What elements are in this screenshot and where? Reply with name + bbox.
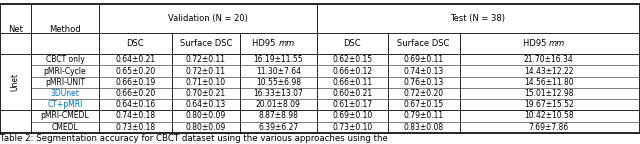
Text: Net: Net [8,25,23,34]
Text: 10.42±10.58: 10.42±10.58 [524,111,573,121]
Text: 16.33±13.07: 16.33±13.07 [253,89,303,98]
Text: pMRI-Cycle: pMRI-Cycle [44,67,86,76]
Text: 6.39±6.27: 6.39±6.27 [259,123,298,132]
Text: 0.64±0.21: 0.64±0.21 [115,55,156,64]
Text: 0.80±0.09: 0.80±0.09 [186,111,226,121]
Text: 15.01±12.98: 15.01±12.98 [524,89,573,98]
Text: Table 2: Segmentation accuracy for CBCT dataset using the various approaches usi: Table 2: Segmentation accuracy for CBCT … [0,134,388,143]
Text: HD95: HD95 [523,39,548,48]
Text: Validation (N = 20): Validation (N = 20) [168,14,248,23]
Text: 11.30±7.64: 11.30±7.64 [256,67,301,76]
Text: pMRI-CMEDL: pMRI-CMEDL [41,111,89,121]
Text: 0.65±0.20: 0.65±0.20 [115,67,156,76]
Text: 3DUnet: 3DUnet [51,89,79,98]
Text: 0.74±0.13: 0.74±0.13 [404,67,444,76]
Text: 0.70±0.21: 0.70±0.21 [186,89,226,98]
Text: 0.80±0.09: 0.80±0.09 [186,123,226,132]
Text: DSC: DSC [344,39,361,48]
Text: 0.66±0.12: 0.66±0.12 [332,67,372,76]
Text: 0.62±0.15: 0.62±0.15 [332,55,372,64]
Text: 0.64±0.16: 0.64±0.16 [115,100,156,109]
Text: 10.55±6.98: 10.55±6.98 [256,78,301,87]
Text: 20.01±8.09: 20.01±8.09 [256,100,301,109]
Text: 8.87±8.98: 8.87±8.98 [259,111,298,121]
Text: 21.70±16.34: 21.70±16.34 [524,55,573,64]
Text: 0.60±0.21: 0.60±0.21 [332,89,372,98]
Text: 0.67±0.15: 0.67±0.15 [404,100,444,109]
Text: 19.67±15.52: 19.67±15.52 [524,100,573,109]
Text: mm: mm [278,39,294,48]
Text: 0.69±0.10: 0.69±0.10 [332,111,372,121]
Text: 0.73±0.18: 0.73±0.18 [115,123,156,132]
Text: 0.66±0.20: 0.66±0.20 [115,89,156,98]
Text: 0.73±0.10: 0.73±0.10 [332,123,372,132]
Text: 0.83±0.08: 0.83±0.08 [404,123,444,132]
Text: pMRI-UNIT: pMRI-UNIT [45,78,85,87]
Text: Surface DSC: Surface DSC [397,39,450,48]
Text: DSC: DSC [127,39,144,48]
Text: 14.56±11.80: 14.56±11.80 [524,78,573,87]
Text: Method: Method [49,25,81,34]
Text: 0.66±0.19: 0.66±0.19 [115,78,156,87]
Text: 0.71±0.10: 0.71±0.10 [186,78,226,87]
Text: 0.72±0.20: 0.72±0.20 [404,89,444,98]
Text: 7.69±7.86: 7.69±7.86 [529,123,569,132]
Text: CT+pMRI: CT+pMRI [47,100,83,109]
Text: Surface DSC: Surface DSC [180,39,232,48]
Text: 0.66±0.11: 0.66±0.11 [332,78,372,87]
Text: 0.64±0.13: 0.64±0.13 [186,100,226,109]
Text: mm: mm [548,39,565,48]
Text: 0.79±0.11: 0.79±0.11 [404,111,444,121]
Text: 0.76±0.13: 0.76±0.13 [404,78,444,87]
Text: 0.72±0.11: 0.72±0.11 [186,67,226,76]
Text: 16.19±11.55: 16.19±11.55 [253,55,303,64]
Text: 0.72±0.11: 0.72±0.11 [186,55,226,64]
Text: 0.61±0.17: 0.61±0.17 [332,100,372,109]
Text: CMEDL: CMEDL [52,123,78,132]
Text: 0.74±0.18: 0.74±0.18 [115,111,156,121]
Text: 14.43±12.22: 14.43±12.22 [524,67,573,76]
Text: Unet: Unet [11,73,20,91]
Text: Test (N = 38): Test (N = 38) [450,14,505,23]
Text: HD95: HD95 [252,39,278,48]
Text: 0.69±0.11: 0.69±0.11 [404,55,444,64]
Text: CBCT only: CBCT only [45,55,84,64]
